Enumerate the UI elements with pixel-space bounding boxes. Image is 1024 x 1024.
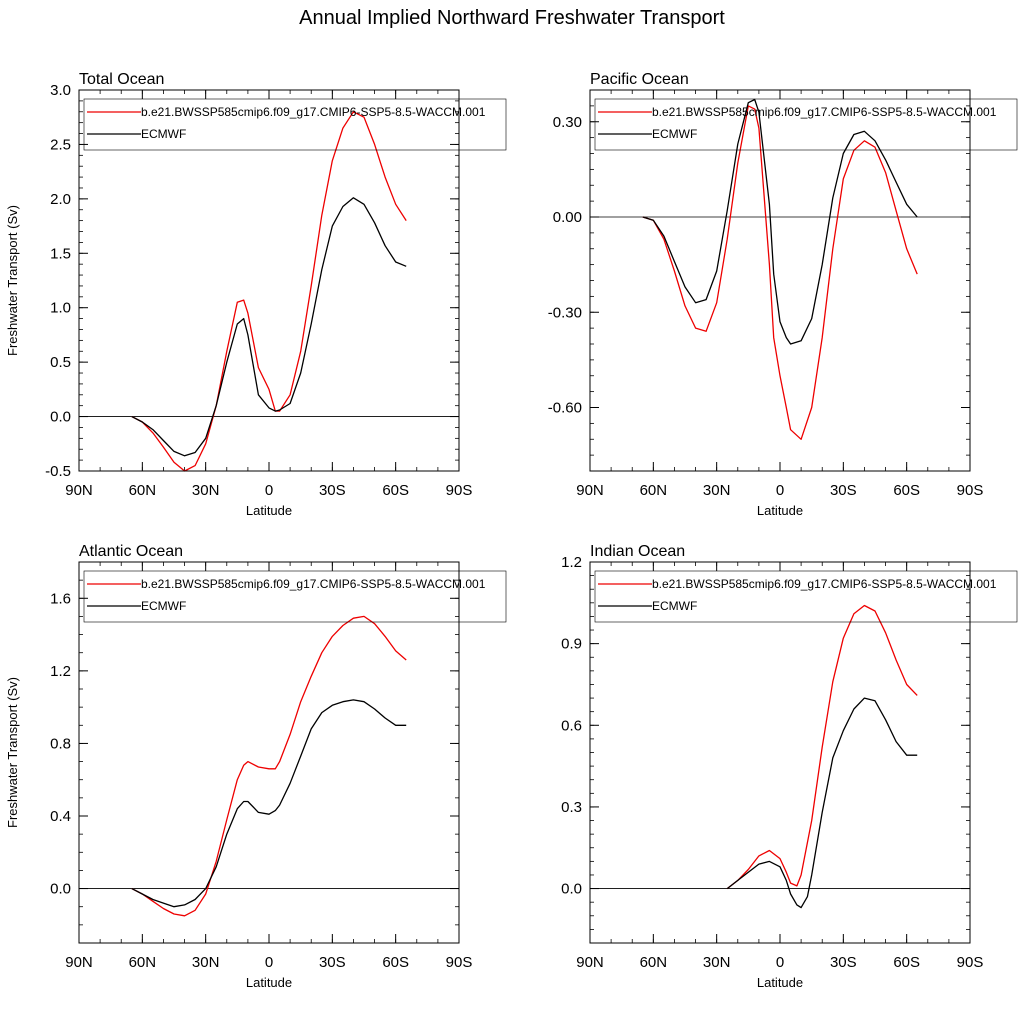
x-tick-label: 90N [65, 954, 93, 971]
y-tick-label: -0.60 [548, 400, 582, 417]
legend-entry: ECMWF [141, 599, 186, 613]
x-tick-label: 30N [703, 482, 731, 499]
x-tick-label: 90S [957, 954, 984, 971]
y-tick-label: 2.5 [50, 136, 71, 153]
y-tick-label: 0.0 [50, 881, 71, 898]
plot-frame [78, 89, 460, 472]
x-tick-label: 0 [776, 482, 784, 499]
x-tick-label: 30S [830, 482, 857, 499]
panel-title: Total Ocean [79, 71, 164, 88]
y-tick-label: 1.5 [50, 245, 71, 262]
x-tick-label: 60S [893, 482, 920, 499]
chart-panel-4: Indian Ocean 0.0 0.3 0.6 0.9 1.2 90N 60N 30N 0 30S… [561, 543, 1018, 990]
y-tick-label: 3.0 [50, 82, 71, 99]
x-axis-label: Latitude [246, 975, 292, 990]
x-tick-label: 60S [893, 954, 920, 971]
legend-box [594, 98, 1018, 151]
legend-box [594, 570, 1018, 623]
y-tick-label: 0.5 [50, 354, 71, 371]
legend-entry: b.e21.BWSSP585cmip6.f09_g17.CMIP6-SSP5-8… [652, 577, 997, 591]
series-line-model [726, 604, 918, 890]
chart-panel-2: Pacific Ocean -0.60 -0.30 0.00 0.30 90N 60N 30N… [548, 71, 1018, 518]
legend-entry: ECMWF [652, 599, 697, 613]
x-tick-label: 90S [446, 482, 473, 499]
y-tick-label: 0.30 [553, 114, 582, 131]
panel-title: Atlantic Ocean [79, 543, 183, 560]
x-axis-label: Latitude [757, 975, 803, 990]
y-tick-label: 0.0 [561, 881, 582, 898]
plot-frame [78, 561, 460, 944]
x-tick-label: 0 [776, 954, 784, 971]
legend-entry: ECMWF [141, 127, 186, 141]
y-tick-label: 1.6 [50, 590, 71, 607]
x-tick-label: 0 [265, 954, 273, 971]
legend-box [83, 98, 507, 151]
series-line-ecmwf [131, 197, 407, 457]
x-tick-label: 60N [129, 954, 157, 971]
legend-entry: b.e21.BWSSP585cmip6.f09_g17.CMIP6-SSP5-8… [141, 577, 486, 591]
y-tick-label: 0.00 [553, 209, 582, 226]
legend-entry: b.e21.BWSSP585cmip6.f09_g17.CMIP6-SSP5-8… [141, 105, 486, 119]
series-line-ecmwf [131, 699, 407, 908]
x-tick-label: 30N [703, 954, 731, 971]
x-tick-label: 90N [576, 954, 604, 971]
x-tick-label: 0 [265, 482, 273, 499]
plot-frame [589, 89, 971, 472]
figure-title: Annual Implied Northward Freshwater Tran… [299, 7, 725, 29]
x-axis-label: Latitude [246, 503, 292, 518]
y-tick-label: -0.5 [45, 463, 71, 480]
y-tick-label: 0.6 [561, 717, 582, 734]
x-tick-label: 90S [446, 954, 473, 971]
series-line-ecmwf [642, 98, 918, 345]
x-tick-label: 60S [382, 954, 409, 971]
y-tick-label: 1.0 [50, 300, 71, 317]
legend-box [83, 570, 507, 623]
x-tick-label: 90N [65, 482, 93, 499]
y-tick-label: 1.2 [50, 663, 71, 680]
y-axis-label: Freshwater Transport (Sv) [5, 205, 20, 356]
x-tick-label: 90N [576, 482, 604, 499]
x-tick-label: 60N [640, 954, 668, 971]
x-tick-label: 30N [192, 954, 220, 971]
y-tick-label: 0.4 [50, 808, 71, 825]
panel-title: Indian Ocean [590, 543, 685, 560]
legend-entry: ECMWF [652, 127, 697, 141]
chart-panel-3: Atlantic Ocean 0.0 0.4 0.8 1.2 1.6 90N 60N 30N 0 3… [5, 543, 507, 990]
y-tick-label: -0.30 [548, 304, 582, 321]
panel-title: Pacific Ocean [590, 71, 689, 88]
x-tick-label: 60N [129, 482, 157, 499]
series-line-model [642, 105, 918, 440]
x-tick-label: 30S [319, 482, 346, 499]
y-tick-label: 0.8 [50, 735, 71, 752]
y-tick-label: 0.3 [561, 799, 582, 816]
x-tick-label: 30S [319, 954, 346, 971]
y-tick-label: 0.0 [50, 409, 71, 426]
y-tick-label: 0.9 [561, 636, 582, 653]
x-tick-label: 30S [830, 954, 857, 971]
legend-entry: b.e21.BWSSP585cmip6.f09_g17.CMIP6-SSP5-8… [652, 105, 997, 119]
series-line-ecmwf [726, 697, 918, 909]
x-axis-label: Latitude [757, 503, 803, 518]
x-tick-label: 60N [640, 482, 668, 499]
series-line-model [131, 615, 407, 917]
plot-frame [589, 561, 971, 944]
series-line-model [131, 111, 407, 472]
x-tick-label: 30N [192, 482, 220, 499]
x-tick-label: 60S [382, 482, 409, 499]
y-tick-label: 2.0 [50, 191, 71, 208]
y-tick-label: 1.2 [561, 554, 582, 571]
x-tick-label: 90S [957, 482, 984, 499]
y-axis-label: Freshwater Transport (Sv) [5, 677, 20, 828]
chart-panel-1: Total Ocean -0.5 0.0 0.5 1.0 1.5 2.0 2.5 3.0 90N 6… [5, 71, 507, 518]
